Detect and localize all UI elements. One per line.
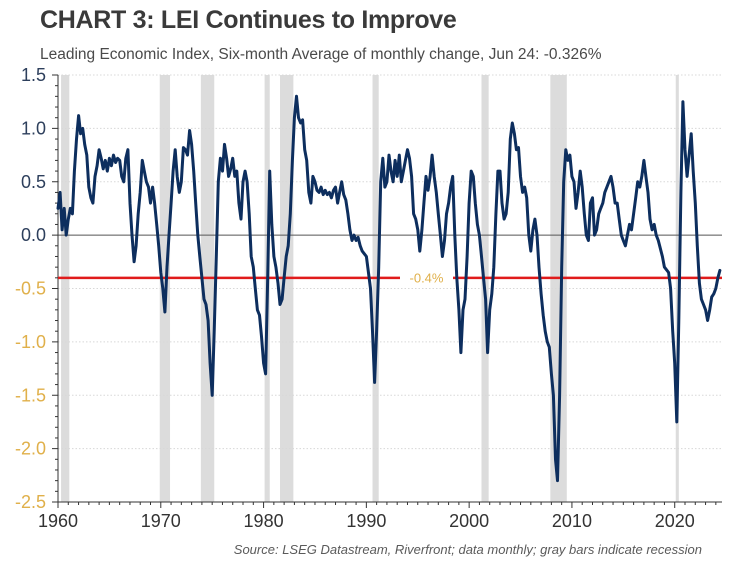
series-line-lei [56,94,722,483]
x-tick-label: 1980 [244,511,284,531]
source-note: Source: LSEG Datastream, Riverfront; dat… [233,542,702,557]
x-tick-label: 1990 [346,511,386,531]
y-tick-label: -2.5 [15,492,46,512]
y-tick-label: 1.5 [21,65,46,85]
y-tick-label: -0.5 [15,279,46,299]
y-tick-label: -1.0 [15,332,46,352]
y-tick-label: 1.0 [21,118,46,138]
gridlines [58,74,722,503]
y-tick-label: -2.0 [15,439,46,459]
recession-bar [675,75,679,502]
chart-title: CHART 3: LEI Continues to Improve [40,6,457,34]
reference-line-label: -0.4% [410,270,444,285]
chart-subtitle: Leading Economic Index, Six-month Averag… [40,46,602,63]
x-tick-label: 1970 [141,511,181,531]
x-tick-label: 2010 [552,511,592,531]
x-tick-label: 2020 [655,511,695,531]
y-tick-label: 0.0 [21,225,46,245]
y-tick-label: 0.5 [21,172,46,192]
series-layer [56,94,722,483]
x-tick-label: 2000 [449,511,489,531]
reference-line-group: -0.4% [58,270,722,285]
recession-bar [372,75,379,502]
y-tick-label: -1.5 [15,385,46,405]
x-tick-label: 1960 [38,511,78,531]
axes [52,74,722,508]
